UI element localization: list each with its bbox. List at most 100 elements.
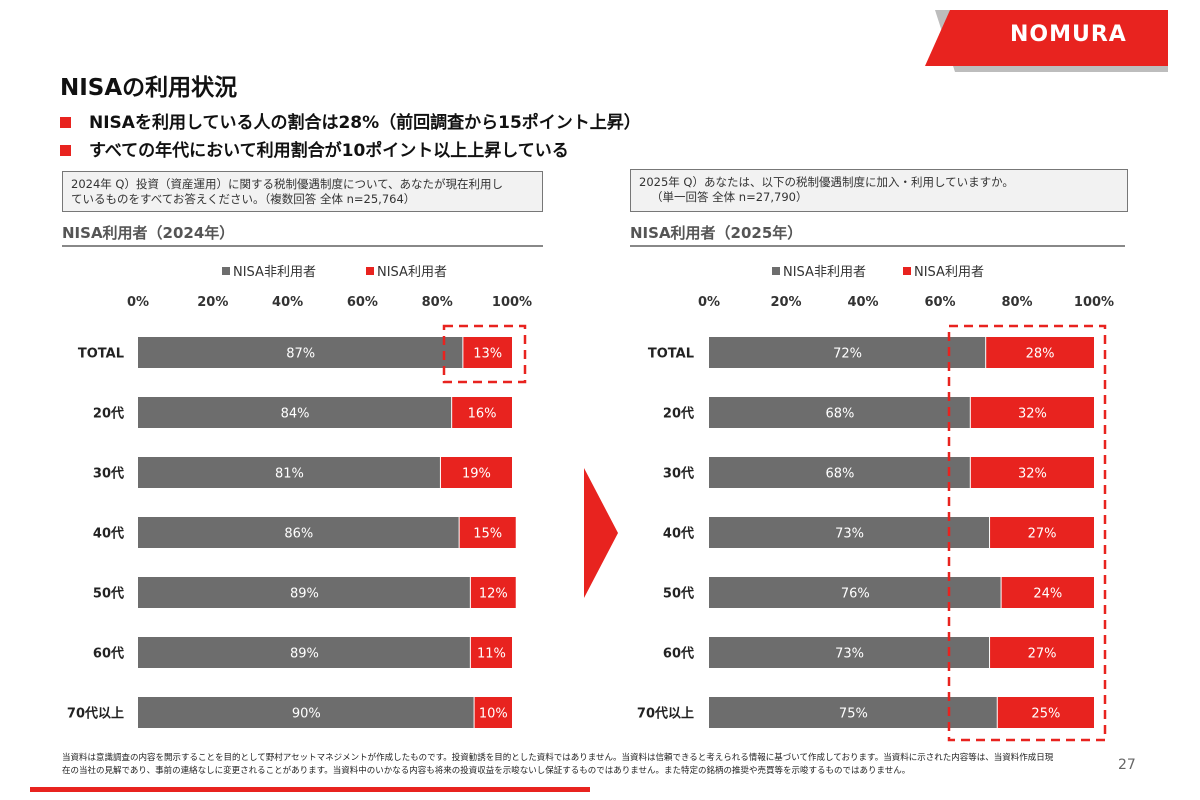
category-label: TOTAL: [78, 347, 124, 362]
legend-swatch-user: [903, 267, 911, 275]
bar-user: [990, 517, 1094, 548]
x-tick-label: 100%: [1074, 295, 1114, 310]
bullet-1-text: NISAを利用している人の割合は28%（前回調査から15ポイント上昇）: [89, 113, 641, 133]
data-label: 10%: [479, 707, 508, 722]
footer-accent-bar: [30, 787, 590, 792]
data-label: 32%: [1018, 407, 1047, 422]
x-tick-label: 80%: [1001, 295, 1032, 310]
bar-nonuser: [138, 517, 459, 548]
category-label: 30代: [663, 466, 694, 482]
highlight-dashed-box: [442, 324, 527, 384]
bar-user: [452, 397, 512, 428]
category-label: 50代: [663, 586, 694, 602]
legend: NISA非利用者 NISA利用者: [772, 265, 984, 280]
x-tick-label: 60%: [924, 295, 955, 310]
data-label: 12%: [479, 587, 508, 602]
data-label: 72%: [833, 347, 862, 362]
x-tick-label: 80%: [422, 295, 453, 310]
bar-user: [990, 637, 1094, 668]
bar-nonuser: [709, 397, 970, 428]
category-label: 70代以上: [637, 706, 694, 722]
bullet-2: すべての年代において利用割合が10ポイント以上上昇している: [60, 136, 569, 161]
category-label: 60代: [663, 646, 694, 662]
bullet-1: NISAを利用している人の割合は28%（前回調査から15ポイント上昇）: [60, 108, 641, 133]
x-tick-label: 20%: [770, 295, 801, 310]
data-label: 84%: [281, 407, 310, 422]
bullet-square-icon: [60, 117, 71, 128]
highlight-dashed-box: [947, 324, 1107, 742]
data-label: 24%: [1033, 587, 1062, 602]
bar-nonuser: [709, 577, 1001, 608]
data-label: 76%: [841, 587, 870, 602]
bar-user: [970, 397, 1094, 428]
category-label: 60代: [93, 646, 124, 662]
category-label: 40代: [663, 526, 694, 542]
data-label: 86%: [284, 527, 313, 542]
legend-swatch-nonuser: [772, 267, 780, 275]
bar-nonuser: [138, 697, 474, 728]
bar-user: [470, 577, 516, 608]
logo-banner: [925, 10, 1168, 72]
section-title-2025: NISA利用者（2025年）: [630, 224, 803, 242]
nomura-logo: NOMURA: [1010, 22, 1127, 47]
disclaimer-line1: 当資料は意識調査の内容を開示することを目的として野村アセットマネジメントが作成し…: [62, 753, 1054, 763]
data-label: 32%: [1018, 467, 1047, 482]
legend: NISA非利用者 NISA利用者: [222, 265, 447, 280]
category-label: TOTAL: [648, 347, 694, 362]
bar-nonuser: [709, 337, 986, 368]
legend-swatch-user: [366, 267, 374, 275]
right-arrow-icon: [584, 468, 618, 598]
disclaimer: 当資料は意識調査の内容を開示することを目的として野村アセットマネジメントが作成し…: [62, 752, 1122, 778]
x-tick-label: 60%: [347, 295, 378, 310]
data-label: 89%: [290, 647, 319, 662]
data-label: 89%: [290, 587, 319, 602]
x-tick-label: 40%: [847, 295, 878, 310]
category-label: 70代以上: [67, 706, 124, 722]
x-tick-label: 20%: [197, 295, 228, 310]
legend-label-nonuser: NISA非利用者: [233, 265, 316, 280]
question-2024-line1: 2024年 Q）投資（資産運用）に関する税制優遇制度について、あなたが現在利用し: [71, 177, 504, 191]
data-label: 27%: [1028, 527, 1057, 542]
legend-swatch-nonuser: [222, 267, 230, 275]
bar-user: [997, 697, 1094, 728]
data-label: 75%: [839, 707, 868, 722]
question-2025-line2: （単一回答 全体 n=27,790）: [651, 190, 808, 204]
bar-user: [474, 697, 512, 728]
category-label: 40代: [93, 526, 124, 542]
legend-label-nonuser: NISA非利用者: [783, 265, 866, 280]
category-label: 20代: [663, 406, 694, 422]
chart-2024: NISA非利用者 NISA利用者 0% 20% 40% 60% 80% 100% TOTAL 87…: [67, 265, 532, 728]
legend-label-user: NISA利用者: [914, 265, 984, 280]
bar-nonuser: [709, 637, 990, 668]
bar-nonuser: [709, 517, 990, 548]
bar-user: [970, 457, 1094, 488]
bar-user: [470, 637, 512, 668]
bar-user: [986, 337, 1094, 368]
section-divider-2025: [630, 245, 1125, 247]
question-box-2025: 2025年 Q）あなたは、以下の税制優遇制度に加入・利用していますか。 （単一回…: [630, 169, 1128, 212]
x-tick-label: 0%: [698, 295, 720, 310]
x-tick-label: 100%: [492, 295, 532, 310]
question-box-2024: 2024年 Q）投資（資産運用）に関する税制優遇制度について、あなたが現在利用し…: [62, 171, 543, 212]
bar-nonuser: [138, 637, 470, 668]
bar-nonuser: [138, 397, 452, 428]
question-2024-line2: ているものをすべてお答えください。（複数回答 全体 n=25,764）: [71, 192, 416, 206]
disclaimer-line2: 在の当社の見解であり、事前の連絡なしに変更されることがあります。当資料中のいかな…: [62, 766, 911, 776]
data-label: 81%: [275, 467, 304, 482]
data-label: 68%: [825, 407, 854, 422]
x-tick-label: 0%: [127, 295, 149, 310]
section-divider-2024: [62, 245, 543, 247]
section-title-2024: NISA利用者（2024年）: [62, 224, 235, 242]
bullet-2-text: すべての年代において利用割合が10ポイント以上上昇している: [89, 141, 569, 161]
data-label: 73%: [835, 647, 864, 662]
x-tick-label: 40%: [272, 295, 303, 310]
bullet-square-icon: [60, 145, 71, 156]
bar-user: [1001, 577, 1094, 608]
bar-nonuser: [138, 337, 463, 368]
data-label: 87%: [286, 347, 315, 362]
data-label: 25%: [1031, 707, 1060, 722]
data-label: 68%: [825, 467, 854, 482]
legend-label-user: NISA利用者: [377, 265, 447, 280]
question-2025-line1: 2025年 Q）あなたは、以下の税制優遇制度に加入・利用していますか。: [639, 175, 1014, 189]
data-label: 16%: [468, 407, 497, 422]
